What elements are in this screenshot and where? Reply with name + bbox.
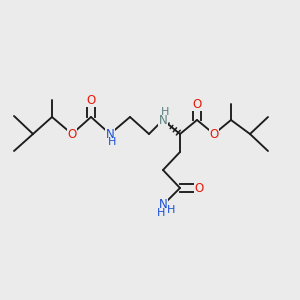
Text: H: H xyxy=(156,208,165,218)
Text: O: O xyxy=(194,182,204,194)
Text: H: H xyxy=(108,137,117,147)
Text: O: O xyxy=(68,128,76,140)
Text: H: H xyxy=(161,106,170,117)
Text: O: O xyxy=(192,98,202,110)
Text: O: O xyxy=(86,94,96,106)
Text: H: H xyxy=(167,206,176,215)
Text: O: O xyxy=(209,128,219,140)
Text: N: N xyxy=(159,199,167,212)
Text: N: N xyxy=(159,113,167,127)
Text: N: N xyxy=(106,128,114,140)
